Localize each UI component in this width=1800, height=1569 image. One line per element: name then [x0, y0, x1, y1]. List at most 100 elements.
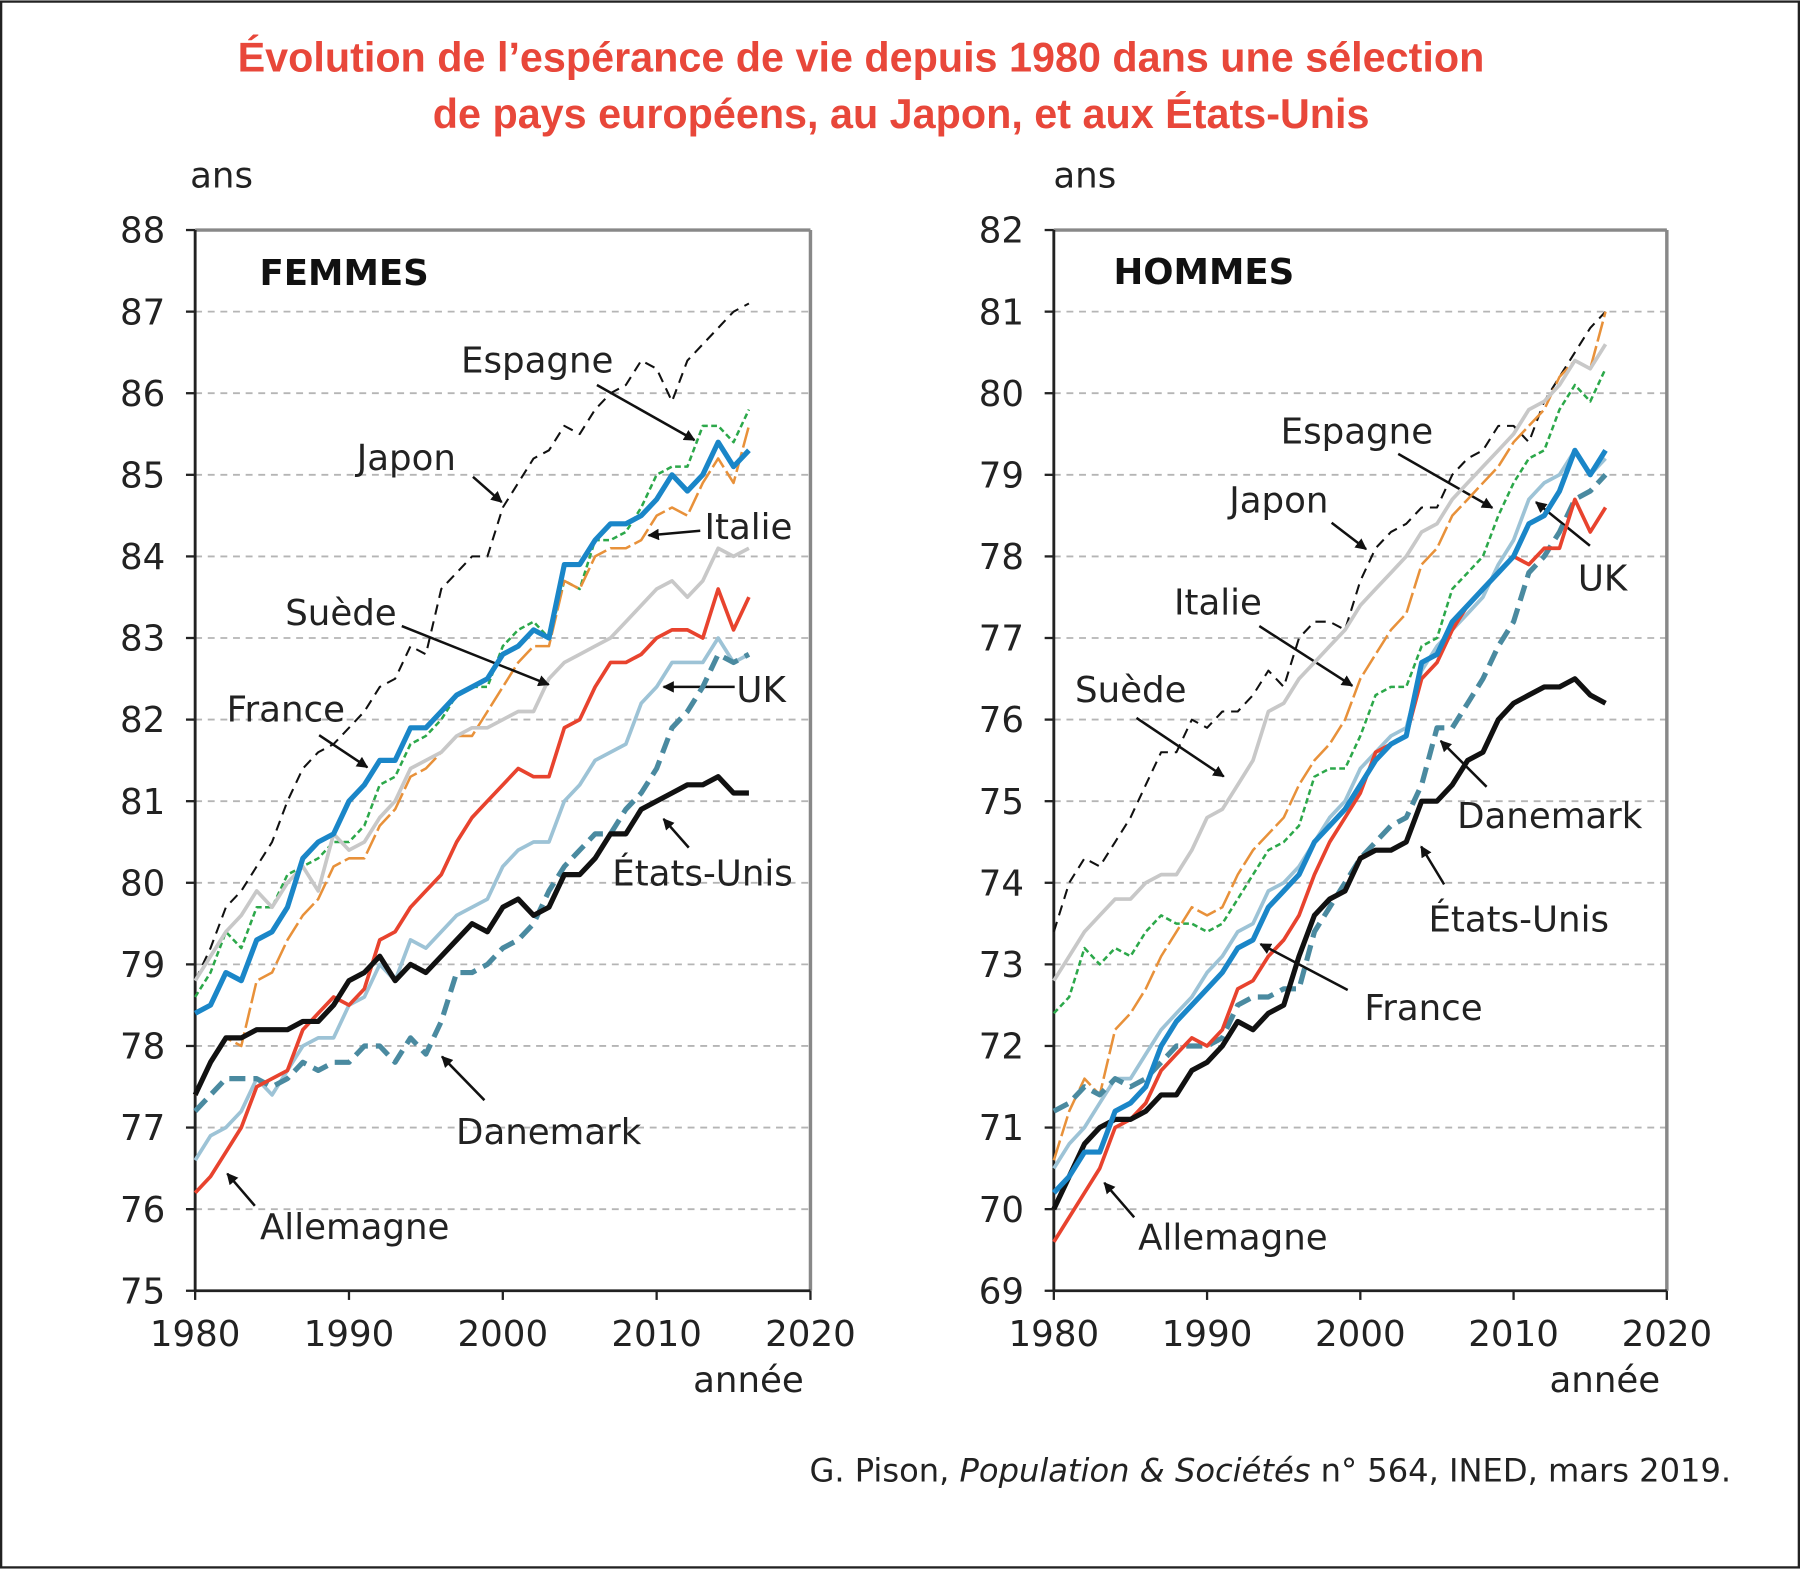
series-line-france [1051, 447, 1608, 1195]
y-tick-label: 76 [979, 700, 1024, 741]
series-line-suede [1052, 343, 1608, 982]
y-tick-label: 76 [120, 1190, 165, 1231]
series-label-france: France [1364, 988, 1482, 1029]
label-arrow-japon [472, 475, 503, 504]
y-tick-label: 82 [979, 211, 1024, 252]
label-arrow-suede [401, 624, 550, 687]
label-arrow-uk [1535, 501, 1591, 547]
series-line-japon [194, 302, 750, 982]
y-tick-label: 79 [120, 945, 165, 986]
label-arrow-danemark [441, 1055, 486, 1102]
label-arrow-allemagne [226, 1172, 256, 1207]
y-tick-label: 75 [979, 782, 1024, 823]
y-tick-label: 74 [979, 863, 1024, 904]
series-label-etats-unis: États-Unis [1428, 898, 1609, 940]
y-axis-label: ans [190, 156, 253, 197]
y-tick-label: 78 [120, 1027, 165, 1068]
series-line-danemark [193, 651, 751, 1113]
y-tick-label: 80 [120, 863, 165, 904]
label-arrow-france [318, 734, 369, 769]
y-tick-label: 85 [120, 455, 165, 496]
y-tick-label: 84 [120, 537, 165, 578]
series-line-uk [1052, 448, 1607, 1170]
x-tick-label: 2010 [611, 1314, 702, 1355]
source-note: G. Pison, Population & Sociétés n° 564, … [809, 1451, 1731, 1489]
label-arrow-suede [1135, 716, 1225, 778]
y-tick-label: 88 [120, 211, 165, 252]
series-label-uk: UK [736, 670, 787, 711]
y-tick-label: 78 [979, 537, 1024, 578]
x-tick-label: 1990 [304, 1314, 395, 1355]
y-tick-label: 86 [120, 374, 165, 415]
y-tick-label: 70 [979, 1190, 1024, 1231]
label-arrow-espagne [1397, 452, 1494, 509]
series-label-france: France [227, 689, 345, 730]
y-tick-label: 71 [979, 1108, 1024, 1149]
x-tick-label: 2020 [765, 1314, 856, 1355]
y-tick-label: 80 [979, 374, 1024, 415]
y-tick-label: 69 [979, 1271, 1024, 1312]
x-tick-label: 1980 [1009, 1314, 1100, 1355]
series-line-allemagne [193, 587, 751, 1195]
series-line-danemark [1052, 473, 1608, 1114]
source-journal: Population & Sociétés [960, 1451, 1311, 1489]
panel-femmes: 75 76 77 78 79 80 81 82 83 84 85 86 87 88 1980 1990 2000… [120, 156, 856, 1401]
series-line-suede [193, 546, 750, 982]
source-author: G. Pison, [809, 1451, 959, 1489]
source-rest: n° 564, INED, mars 2019. [1310, 1451, 1731, 1489]
y-tick-label: 81 [120, 782, 165, 823]
y-tick-label: 79 [979, 455, 1024, 496]
x-tick-label: 1980 [150, 1314, 241, 1355]
series-line-france [193, 439, 751, 1016]
series-label-suede: Suède [285, 593, 396, 634]
y-tick-label: 83 [120, 619, 165, 660]
y-tick-label: 77 [120, 1108, 165, 1149]
series-line-italie [1052, 311, 1607, 1161]
label-arrow-france [1259, 942, 1349, 992]
series-line-etats-unis [1051, 676, 1607, 1211]
label-arrow-japon [1330, 521, 1367, 551]
series-label-uk: UK [1578, 558, 1629, 599]
label-arrow-allemagne [1103, 1181, 1136, 1219]
series-line-japon [1052, 310, 1607, 933]
series-label-japon: Japon [355, 438, 456, 479]
chart-title-line1: Évolution de l’espérance de vie depuis 1… [238, 35, 1485, 81]
panel-title: HOMMES [1114, 252, 1295, 293]
y-tick-label: 81 [979, 292, 1024, 333]
series-label-danemark: Danemark [1457, 796, 1643, 837]
y-tick-label: 72 [979, 1027, 1024, 1068]
y-tick-label: 73 [979, 945, 1024, 986]
series-label-allemagne: Allemagne [260, 1207, 449, 1248]
panel-title: FEMMES [259, 253, 428, 294]
x-tick-label: 2020 [1622, 1314, 1713, 1355]
label-arrow-italie [647, 528, 701, 541]
series-line-italie [194, 425, 751, 1096]
x-tick-label: 2000 [458, 1314, 549, 1355]
series-label-allemagne: Allemagne [1138, 1217, 1327, 1258]
series-label-espagne: Espagne [461, 340, 613, 381]
series-label-japon: Japon [1227, 480, 1328, 521]
y-tick-label: 77 [979, 619, 1024, 660]
y-tick-label: 75 [120, 1271, 165, 1312]
series-line-etats-unis [192, 774, 749, 1097]
series-label-suede: Suède [1075, 670, 1186, 711]
series-label-danemark: Danemark [456, 1112, 642, 1153]
label-arrow-espagne [596, 383, 696, 442]
y-tick-label: 82 [120, 700, 165, 741]
series-label-italie: Italie [705, 507, 793, 548]
label-arrow-etats-unis [662, 818, 690, 849]
y-tick-label: 87 [120, 292, 165, 333]
x-tick-label: 1990 [1162, 1314, 1253, 1355]
x-axis-label: année [1550, 1360, 1661, 1401]
label-arrow-italie [1258, 625, 1354, 687]
series-label-italie: Italie [1174, 583, 1262, 624]
x-tick-label: 2010 [1468, 1314, 1559, 1355]
chart-title-line2: de pays européens, au Japon, et aux État… [433, 91, 1370, 137]
x-axis-label: année [693, 1360, 804, 1401]
x-tick-label: 2000 [1315, 1314, 1406, 1355]
y-axis-label: ans [1053, 156, 1116, 197]
panel-hommes: 69 70 71 72 73 74 75 76 77 78 79 80 81 82 1980 1990 2000… [979, 156, 1712, 1401]
